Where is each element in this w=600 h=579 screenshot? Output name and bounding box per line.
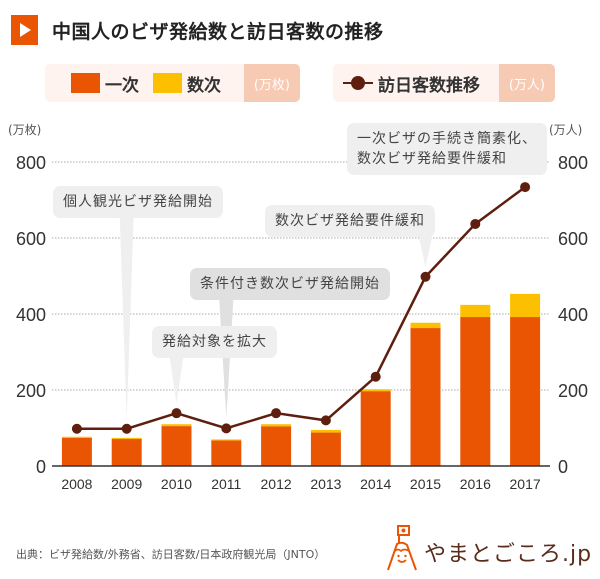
visitor-point	[171, 408, 182, 419]
callout-pointer	[219, 300, 234, 419]
legend-label-multiple: 数次	[187, 75, 221, 96]
logo-text: やまとごころ.jp	[424, 542, 593, 567]
callout-pointer	[418, 235, 433, 267]
bar-single	[161, 426, 192, 466]
bar-multiple	[360, 389, 391, 392]
bar-multiple	[310, 429, 341, 433]
left-tick-label: 200	[16, 381, 46, 401]
left-tick-label: 400	[16, 305, 46, 325]
legend-unit-line: (万人)	[498, 64, 555, 102]
x-tick-label: 2017	[510, 476, 541, 492]
visitor-point	[221, 423, 232, 434]
legend-swatch-multiple	[153, 73, 182, 93]
bar-single	[211, 440, 242, 466]
annotation-callout: 発給対象を拡大	[152, 326, 277, 358]
mountain-logo-icon	[387, 525, 417, 571]
annotation-callout: 個人観光ビザ発給開始	[53, 186, 223, 218]
page-title: 中国人のビザ発給数と訪日客数の推移	[52, 21, 384, 43]
right-tick-label: 200	[558, 381, 588, 401]
source-note: 出典：ビザ発給数/外務省、訪日客数/日本政府観光局（JNTO）	[16, 548, 326, 561]
right-tick-label: 0	[558, 457, 568, 477]
bar-single	[410, 328, 441, 466]
x-tick-label: 2015	[410, 476, 441, 492]
visitor-point	[271, 408, 282, 419]
bar-multiple	[410, 322, 441, 329]
legend-label-line: 訪日客数推移	[378, 75, 480, 96]
callout-pointer	[518, 177, 533, 178]
annotation-callout: 条件付き数次ビザ発給開始	[190, 268, 390, 300]
x-tick-label: 2013	[310, 476, 341, 492]
line-marker-icon	[343, 73, 373, 93]
x-tick-label: 2008	[61, 476, 92, 492]
x-tick-label: 2009	[111, 476, 142, 492]
right-tick-label: 600	[558, 229, 588, 249]
x-tick-label: 2012	[261, 476, 292, 492]
bar-multiple	[261, 424, 292, 427]
left-axis-unit: (万枚)	[8, 123, 42, 137]
bar-single	[261, 426, 292, 466]
legend-swatch-single	[71, 73, 100, 93]
x-tick-label: 2010	[161, 476, 192, 492]
x-tick-label: 2011	[211, 476, 241, 492]
visitor-line	[76, 186, 526, 431]
bar-single	[61, 437, 92, 466]
callout-pointer	[169, 356, 184, 404]
visitor-point	[121, 423, 132, 434]
bar-multiple	[61, 436, 92, 438]
bar-single	[360, 391, 391, 466]
legend-bars: 一次 数次 (万枚)	[45, 64, 300, 102]
visitor-point	[520, 182, 531, 193]
left-tick-label: 0	[36, 457, 46, 477]
annotation-callout: 一次ビザの手続き簡素化、 数次ビザ発給要件緩和	[347, 123, 547, 175]
bar-single	[460, 317, 491, 466]
visitor-point	[71, 423, 82, 434]
legend-unit-bars: (万枚)	[243, 64, 300, 102]
play-icon	[11, 15, 38, 45]
left-tick-label: 600	[16, 229, 46, 249]
bar-single	[111, 439, 142, 466]
visitor-point	[420, 271, 431, 282]
bar-single	[510, 317, 541, 466]
bar-multiple	[460, 304, 491, 318]
bar-multiple	[111, 437, 142, 440]
bar-multiple	[161, 424, 192, 427]
right-tick-label: 800	[558, 153, 588, 173]
visitor-point	[470, 218, 481, 229]
x-tick-label: 2016	[460, 476, 491, 492]
x-tick-label: 2014	[360, 476, 391, 492]
legend-line: 訪日客数推移 (万人)	[333, 64, 555, 102]
left-tick-label: 800	[16, 153, 46, 173]
right-axis-unit: (万人)	[549, 123, 583, 137]
legend-label-single: 一次	[105, 75, 139, 96]
bar-multiple	[510, 293, 541, 318]
annotation-callout: 数次ビザ発給要件緩和	[265, 205, 435, 237]
visitor-point	[320, 415, 331, 426]
visitor-point	[370, 371, 381, 382]
right-tick-label: 400	[558, 305, 588, 325]
callout-pointer	[119, 216, 134, 419]
bar-multiple	[211, 439, 242, 441]
bar-single	[310, 432, 341, 466]
